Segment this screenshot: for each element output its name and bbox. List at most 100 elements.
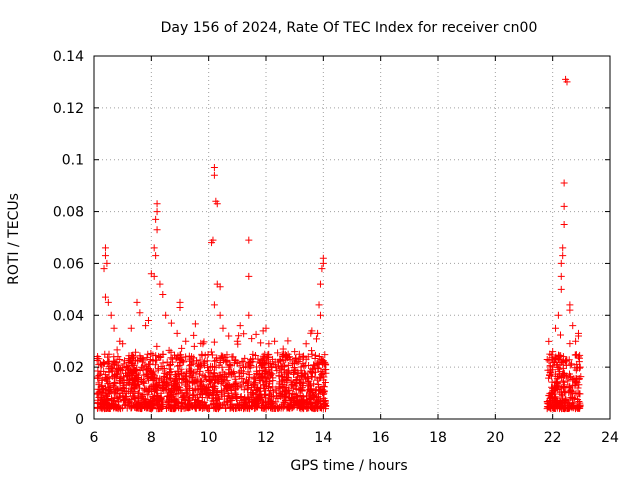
data-point [175,361,183,369]
data-point [306,388,314,396]
data-point [203,394,211,402]
data-point [132,348,140,356]
data-point [270,388,278,396]
data-point [550,387,558,395]
data-point [549,355,557,363]
data-point [572,337,580,345]
data-point [163,382,171,390]
data-point [124,364,132,372]
data-point [123,373,131,381]
data-point [130,375,138,383]
data-point [566,340,574,348]
data-point [163,358,171,366]
data-point [215,395,223,403]
data-point [178,344,186,352]
data-point [283,376,291,384]
data-point [274,349,282,357]
data-point [557,358,565,366]
data-point [116,375,124,383]
data-point [110,397,118,405]
data-point [182,337,190,345]
data-point [101,350,109,358]
data-point [249,358,257,366]
data-point [160,369,168,377]
data-point [262,403,270,411]
data-point [144,400,152,408]
data-point [235,404,243,412]
data-point [158,403,166,411]
plot-frame [93,55,611,420]
data-point [215,403,223,411]
data-point [167,319,175,327]
data-point [290,391,298,399]
data-point [100,265,108,273]
y-axis-ticks: 0 0.02 0.04 0.06 0.08 0.1 0.12 0.14 [53,49,610,428]
data-point [290,402,298,410]
data-point [142,322,150,330]
x-axis-label: GPS time / hours [290,458,407,474]
data-point [157,363,165,371]
data-point [139,378,147,386]
data-point [167,368,175,376]
data-point [186,355,194,363]
data-point [254,370,262,378]
data-point [196,382,204,390]
data-point [554,311,562,319]
data-point [566,361,574,369]
data-point [208,351,216,359]
data-point [310,361,318,369]
data-point [248,335,256,343]
data-point [149,382,157,390]
data-point [96,404,104,412]
data-point [141,404,149,412]
data-point [304,374,312,382]
data-point [171,351,179,359]
data-point [115,393,123,401]
x-tick-label: 6 [90,430,99,446]
y-tick-label: 0.04 [53,308,84,324]
data-point [287,394,295,402]
data-point [227,371,235,379]
data-point [240,370,248,378]
data-point [277,393,285,401]
x-tick-label: 16 [372,430,390,446]
data-point [219,401,227,409]
data-point [262,377,270,385]
data-point [149,403,157,411]
data-point [287,382,295,390]
data-point [310,380,318,388]
data-point [129,353,137,361]
data-point [131,374,139,382]
data-point [318,265,326,273]
data-point [183,390,191,398]
data-point [195,362,203,370]
data-point [560,179,568,187]
data-point [206,377,214,385]
data-point [143,354,151,362]
chart-title: Day 156 of 2024, Rate Of TEC Index for r… [161,20,538,36]
data-point [209,236,217,244]
data-point [560,221,568,229]
data-point [155,395,163,403]
data-point [144,350,152,358]
data-point [94,367,102,375]
data-point [316,387,324,395]
data-point [165,346,173,354]
data-point [111,379,119,387]
data-point [225,332,233,340]
data-point [138,392,146,400]
data-point [321,351,329,359]
data-point [119,340,127,348]
data-point [286,397,294,405]
data-point [199,371,207,379]
data-point [264,353,272,361]
data-point [560,405,568,413]
data-point [184,378,192,386]
x-tick-label: 24 [601,430,619,446]
data-point [252,330,260,338]
data-point [296,385,304,393]
data-point [551,393,559,401]
data-point [319,357,327,365]
data-point [172,404,180,412]
x-axis-ticks: 6 8 10 12 14 16 18 20 22 24 [90,56,619,446]
